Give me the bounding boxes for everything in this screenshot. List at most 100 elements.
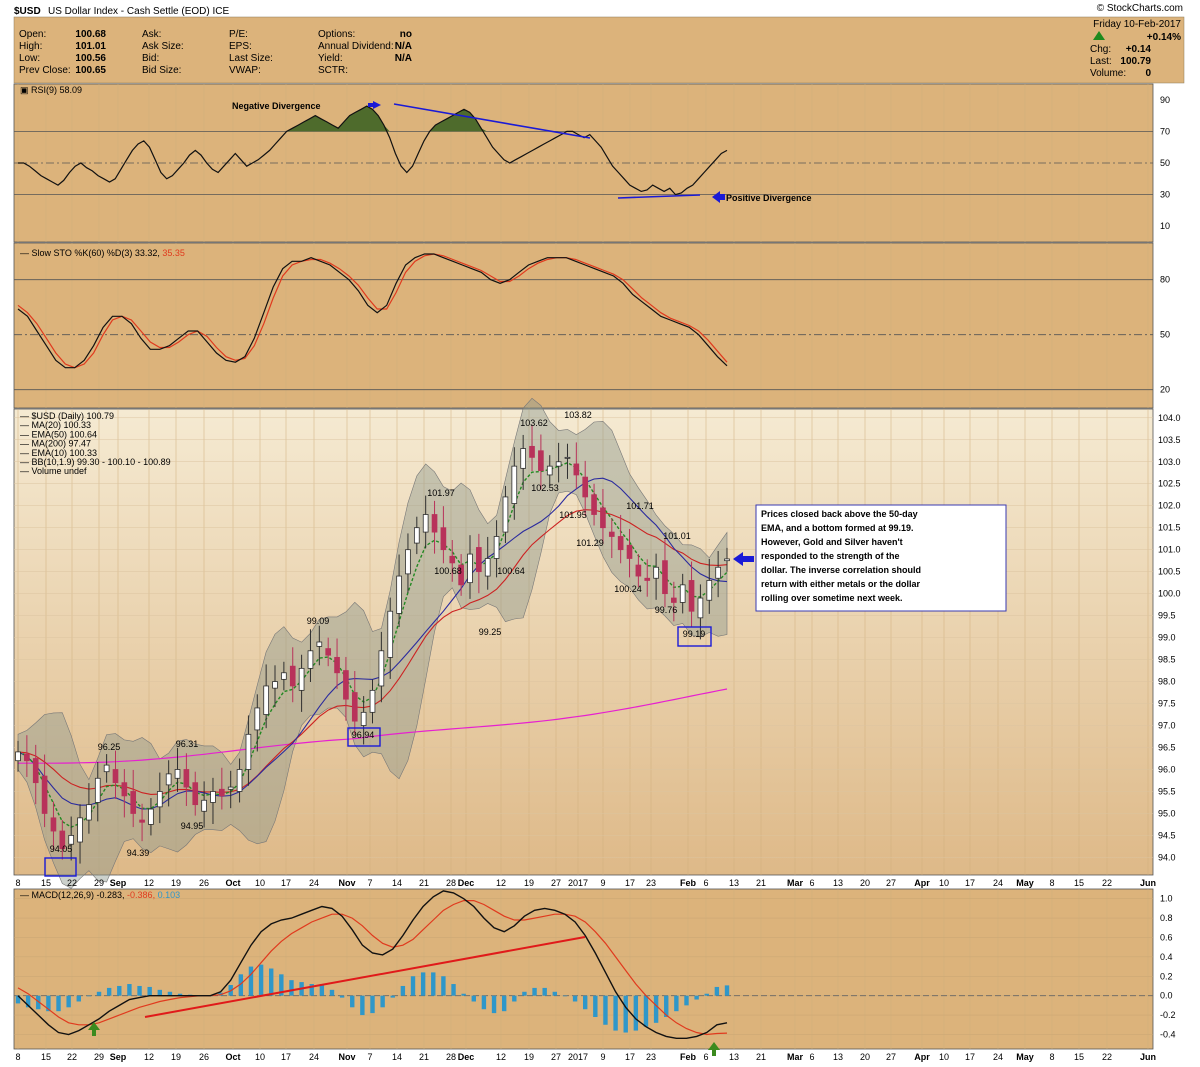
rsi-line	[18, 105, 728, 196]
quote-label: Prev Close:	[19, 65, 71, 76]
candle-body	[32, 758, 39, 784]
price-point-label: 99.09	[307, 616, 330, 626]
candle-body	[174, 769, 181, 779]
x-axis-label: 8	[1049, 1052, 1054, 1062]
candle-body	[41, 775, 48, 814]
candle-body	[94, 777, 101, 803]
price-tick-label: 104.0	[1158, 413, 1181, 423]
x-axis-label: 26	[199, 878, 209, 888]
price-point-label: 101.29	[576, 538, 604, 548]
low-99-box	[677, 626, 712, 647]
candle-body	[529, 445, 535, 458]
candle-body	[387, 610, 394, 658]
quote-date: Friday 10-Feb-2017	[1093, 19, 1181, 30]
price-point-label: 100.64	[497, 566, 525, 576]
annotation-line: return with either metals or the dollar	[761, 579, 921, 589]
quote-value: no	[400, 29, 412, 40]
candle-body	[706, 580, 713, 601]
quote-label: Bid Size:	[142, 65, 181, 76]
price-tick-label: 96.5	[1158, 743, 1176, 753]
candle-body	[405, 549, 411, 575]
x-axis-label: 15	[1074, 1052, 1084, 1062]
macd-histogram-bar	[248, 966, 254, 996]
candle-body	[156, 791, 163, 808]
quote-label: Ask Size:	[142, 41, 184, 52]
macd-histogram-bar	[623, 995, 628, 1033]
candle-body	[591, 494, 597, 515]
macd-histogram-bar	[127, 984, 132, 996]
price-point-label: 101.71	[626, 501, 654, 511]
macd-histogram-bar	[674, 995, 679, 1012]
macd-legend-signal: -0.386,	[127, 890, 158, 900]
x-axis-label: Feb	[680, 878, 697, 888]
candle-body	[520, 448, 526, 469]
x-axis-label: 10	[939, 1052, 949, 1062]
x-axis-label: 13	[833, 878, 843, 888]
quote-label: Low:	[19, 53, 40, 64]
left-arrow-icon	[712, 191, 725, 203]
stoch-legend-d: 35.35	[162, 248, 185, 258]
macd-histogram-bar	[724, 985, 730, 996]
x-axis-label: 20	[860, 878, 870, 888]
rsi-tick-label: 50	[1160, 158, 1170, 168]
x-axis-label: 21	[419, 878, 429, 888]
macd-histogram-bar	[25, 995, 31, 1008]
candle-body	[697, 597, 704, 619]
x-axis-label: Mar	[787, 878, 804, 888]
quote-label: Ask:	[142, 29, 161, 40]
x-axis-label: 28	[446, 878, 456, 888]
macd-histogram-bar	[400, 985, 406, 996]
x-axis-label: May	[1016, 878, 1034, 888]
candle-body	[671, 597, 677, 603]
x-axis-label: 21	[756, 1052, 766, 1062]
candle-body	[201, 799, 207, 812]
macd-histogram-bar	[380, 995, 385, 1008]
macd-histogram-bar	[309, 984, 314, 996]
candle-body	[396, 575, 402, 614]
macd-histogram-bar	[46, 995, 51, 1012]
quote-label: Yield:	[318, 53, 343, 64]
x-axis-label: 20	[860, 1052, 870, 1062]
candle-body	[378, 650, 385, 687]
macd-legend: — MACD(12,26,9) -0.283, -0.386, 0.103	[20, 890, 180, 900]
price-tick-label: 99.0	[1158, 633, 1176, 643]
candle-body	[422, 514, 429, 533]
price-legend-item: — BB(10,1.9) 99.30 - 100.10 - 100.89	[20, 457, 171, 467]
x-axis-label: 22	[67, 878, 77, 888]
stoch-panel-frame	[13, 242, 1154, 409]
quote-label: VWAP:	[229, 65, 261, 76]
quote-change-pct: +0.14%	[1147, 32, 1181, 43]
macd-histogram-bar	[501, 995, 507, 1012]
macd-panel-frame	[13, 888, 1154, 1050]
annotation-text: Prices closed back above the 50-day EMA, …	[761, 509, 921, 603]
x-axis-label: Jun	[1140, 878, 1156, 888]
right-arrow-icon	[368, 101, 381, 109]
candle-body	[511, 465, 518, 504]
x-axis-label: Nov	[338, 878, 355, 888]
macd-tick-label: 0.6	[1160, 932, 1173, 942]
x-axis-label: 12	[496, 878, 506, 888]
macd-histogram-bar	[329, 989, 335, 996]
macd-histogram-bar	[694, 995, 699, 1000]
x-axis-label: 21	[419, 1052, 429, 1062]
quote-value: 100.79	[1120, 56, 1151, 67]
quote-label: Volume:	[1090, 68, 1126, 79]
macd-histogram-bar	[684, 995, 689, 1006]
macd-histogram-bar	[370, 995, 375, 1014]
x-axis-label: 27	[551, 1052, 561, 1062]
price-legend-item: — MA(200) 97.47	[20, 439, 91, 449]
stoch-tick-label: 20	[1160, 385, 1170, 395]
macd-histogram-bar	[15, 995, 21, 1004]
x-axis-label: 2017	[568, 878, 588, 888]
candle-body	[24, 753, 30, 762]
price-point-label: 96.25	[98, 742, 121, 752]
quote-value: N/A	[395, 53, 412, 64]
macd-histogram-bar	[319, 984, 325, 996]
macd-histogram-bar	[532, 987, 537, 996]
quote-grid: Open: 100.68 Ask: P/E: Options: no High: 101.01…	[19, 29, 412, 76]
macd-tick-label: -0.2	[1160, 1010, 1176, 1020]
stoch-panel: 80 50 20 — Slow STO %K(60) %D(3) 33.32, 35.…	[13, 242, 1170, 409]
candle-body	[688, 580, 695, 612]
